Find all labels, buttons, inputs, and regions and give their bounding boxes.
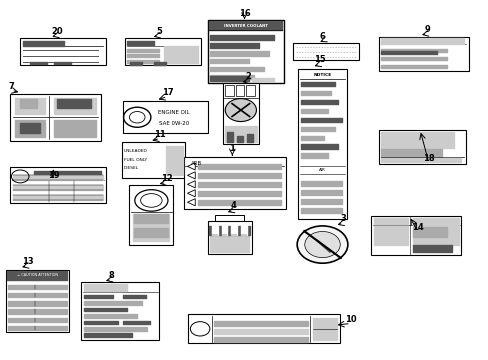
Text: ENGINE OIL: ENGINE OIL <box>158 109 189 114</box>
Text: 14: 14 <box>411 223 423 232</box>
Text: 3: 3 <box>340 214 346 223</box>
Polygon shape <box>187 163 195 170</box>
Text: AIR: AIR <box>319 168 325 172</box>
Text: INVERTER COOLANT: INVERTER COOLANT <box>224 24 267 28</box>
Circle shape <box>297 226 347 263</box>
Text: 8: 8 <box>109 270 115 279</box>
FancyBboxPatch shape <box>378 37 468 71</box>
FancyBboxPatch shape <box>370 216 461 255</box>
Text: SAE 0W-20: SAE 0W-20 <box>158 121 188 126</box>
FancyBboxPatch shape <box>10 167 105 203</box>
Text: 16: 16 <box>238 9 250 18</box>
FancyBboxPatch shape <box>298 69 346 220</box>
Text: 4: 4 <box>230 201 236 210</box>
FancyBboxPatch shape <box>207 221 251 253</box>
Text: 5: 5 <box>156 27 162 36</box>
Text: FUEL ONLY: FUEL ONLY <box>124 158 147 162</box>
Text: 19: 19 <box>47 171 59 180</box>
Polygon shape <box>187 199 195 206</box>
FancyBboxPatch shape <box>81 282 159 339</box>
Polygon shape <box>187 181 195 188</box>
Bar <box>235 85 244 96</box>
FancyBboxPatch shape <box>215 215 244 223</box>
Text: 11: 11 <box>154 130 166 139</box>
FancyBboxPatch shape <box>122 142 184 178</box>
FancyBboxPatch shape <box>166 146 182 175</box>
Text: 13: 13 <box>21 257 33 266</box>
Text: ARB: ARB <box>190 161 202 166</box>
FancyBboxPatch shape <box>183 157 285 209</box>
FancyBboxPatch shape <box>207 21 283 83</box>
Text: UNLEADED: UNLEADED <box>124 149 147 153</box>
Text: 18: 18 <box>422 154 434 163</box>
Circle shape <box>304 231 340 258</box>
Bar <box>246 85 255 96</box>
Text: 15: 15 <box>314 55 325 64</box>
FancyBboxPatch shape <box>378 130 466 164</box>
Text: 1: 1 <box>229 144 235 153</box>
Circle shape <box>225 99 256 122</box>
Text: 2: 2 <box>245 72 251 81</box>
FancyBboxPatch shape <box>125 39 200 65</box>
Text: 10: 10 <box>344 315 356 324</box>
FancyBboxPatch shape <box>222 83 259 144</box>
Text: DIESEL: DIESEL <box>124 166 139 170</box>
FancyBboxPatch shape <box>10 94 101 140</box>
Text: 6: 6 <box>319 32 325 41</box>
FancyBboxPatch shape <box>5 270 69 332</box>
Text: NOTICE: NOTICE <box>313 73 331 77</box>
Text: 20: 20 <box>51 27 62 36</box>
FancyBboxPatch shape <box>122 101 207 134</box>
FancyBboxPatch shape <box>293 42 358 60</box>
Polygon shape <box>187 190 195 197</box>
Text: 12: 12 <box>160 174 172 183</box>
Text: 17: 17 <box>162 87 173 96</box>
FancyBboxPatch shape <box>129 185 173 244</box>
FancyBboxPatch shape <box>188 315 339 343</box>
Polygon shape <box>187 172 195 179</box>
Text: 7: 7 <box>8 82 14 91</box>
Bar <box>224 85 233 96</box>
Text: 9: 9 <box>424 25 429 34</box>
FancyBboxPatch shape <box>20 39 105 65</box>
Text: ⚠ CAUTION ATTENTION: ⚠ CAUTION ATTENTION <box>17 273 58 278</box>
